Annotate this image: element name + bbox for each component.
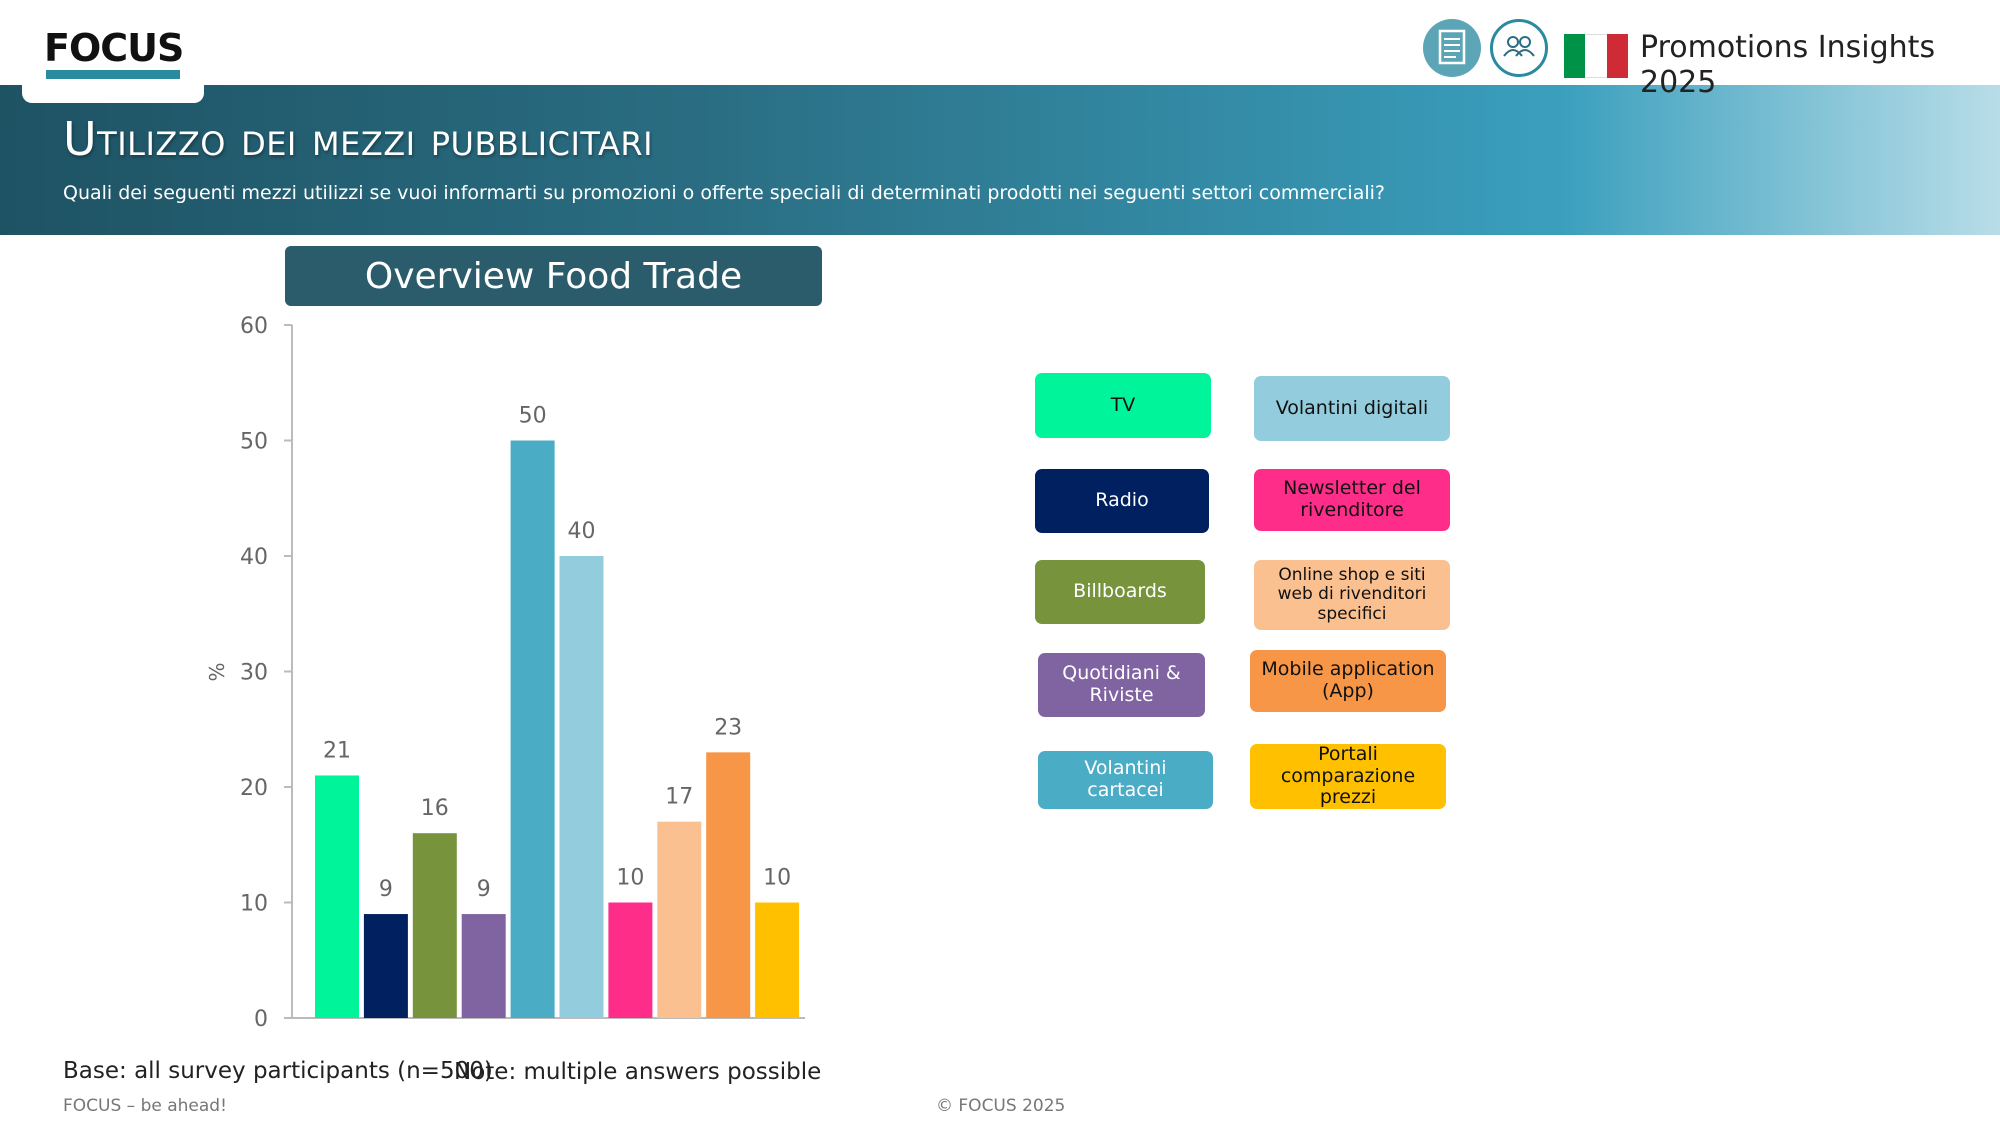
italy-flag-icon <box>1564 34 1628 78</box>
bar-1 <box>315 775 359 1018</box>
logo-wordmark: FOCUS <box>44 26 184 70</box>
data-label: 50 <box>519 404 547 429</box>
bar-10 <box>755 902 800 1018</box>
y-tick-label: 20 <box>240 776 268 801</box>
legend-item: Portali comparazione prezzi <box>1250 743 1446 809</box>
legend-item: TV <box>1035 373 1211 438</box>
legend-item: Volantini cartacei <box>1038 751 1213 809</box>
logo-underline <box>46 70 180 79</box>
legend-item: Billboards <box>1035 560 1205 624</box>
data-label: 17 <box>665 785 693 810</box>
data-label: 16 <box>421 796 449 821</box>
chart-title: Overview Food Trade <box>285 246 822 306</box>
y-axis-label: % <box>205 662 229 681</box>
data-label: 10 <box>616 866 644 891</box>
y-tick-label: 10 <box>240 892 268 917</box>
y-tick-label: 0 <box>254 1007 268 1032</box>
y-tick-label: 40 <box>240 545 268 570</box>
bar-2 <box>363 914 408 1018</box>
legend-item: Mobile application (App) <box>1250 650 1446 712</box>
bar-7 <box>608 902 653 1018</box>
data-label: 23 <box>714 715 742 740</box>
bar-5 <box>510 440 555 1018</box>
bar-8 <box>657 821 702 1018</box>
footer-tagline: FOCUS – be ahead! <box>63 1096 227 1116</box>
bar-4 <box>461 914 506 1018</box>
title-banner: Utilizzo dei mezzi pubblicitari Quali de… <box>0 85 2000 235</box>
data-label: 21 <box>323 738 351 763</box>
y-tick-label: 30 <box>240 661 268 686</box>
bar-6 <box>559 556 604 1018</box>
data-label: 10 <box>763 866 791 891</box>
legend-item: Volantini digitali <box>1254 376 1450 441</box>
report-title: Promotions Insights 2025 <box>1640 30 1936 100</box>
data-label: 9 <box>379 877 393 902</box>
legend-item: Quotidiani & Riviste <box>1038 653 1205 717</box>
multiple-answers-note: Note: multiple answers possible <box>454 1059 822 1085</box>
legend-item: Newsletter del rivenditore <box>1254 469 1450 531</box>
flag-stripe-red <box>1606 34 1628 78</box>
data-label: 9 <box>477 877 491 902</box>
focus-logo[interactable]: FOCUS <box>44 22 184 90</box>
data-label: 40 <box>568 519 596 544</box>
bar-3 <box>412 833 457 1018</box>
bar-9 <box>706 752 751 1018</box>
flag-stripe-white <box>1585 34 1607 78</box>
flag-stripe-green <box>1564 34 1586 78</box>
y-tick-label: 60 <box>240 314 268 339</box>
page-subtitle: Quali dei seguenti mezzi utilizzi se vuo… <box>63 182 1385 204</box>
logo-tab <box>22 0 204 103</box>
footer-copyright: © FOCUS 2025 <box>936 1096 1066 1116</box>
base-note: Base: all survey participants (n=500) <box>63 1058 493 1084</box>
legend-item: Radio <box>1035 469 1209 533</box>
y-tick-label: 50 <box>240 430 268 455</box>
legend-item: Online shop e siti web di rivenditori sp… <box>1254 560 1450 630</box>
people-icon[interactable] <box>1490 19 1548 77</box>
report-icon[interactable] <box>1423 19 1481 77</box>
page-title: Utilizzo dei mezzi pubblicitari <box>63 112 654 166</box>
